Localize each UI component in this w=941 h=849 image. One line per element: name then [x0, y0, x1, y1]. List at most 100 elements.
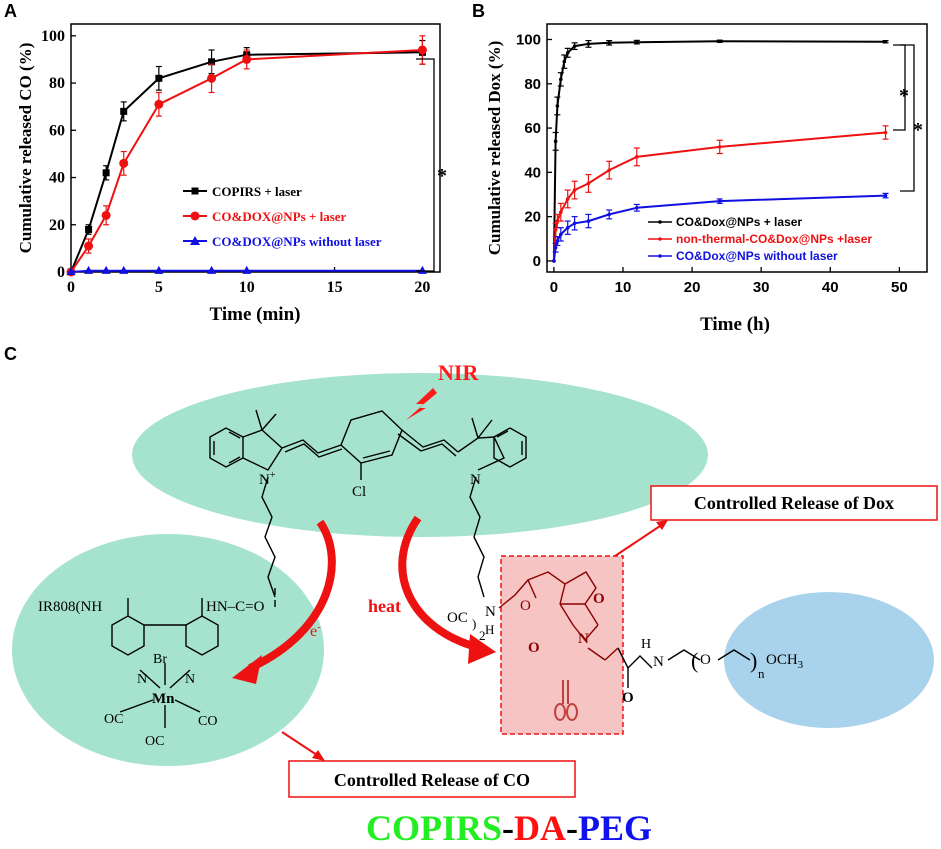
chart-b-significance-star-upper: *: [899, 85, 909, 107]
chart-b-x-tick-label: 10: [615, 279, 632, 296]
chart-a-point: [155, 74, 163, 82]
linker-n: N: [485, 604, 496, 620]
pyridine-n-right: N: [185, 672, 195, 687]
chart-b-point: [552, 259, 556, 263]
chart-b-point: [553, 245, 558, 250]
cyanine-n-right: N: [470, 472, 481, 488]
chart-b-point: [717, 145, 722, 149]
chart-b-significance-star-lower: *: [913, 119, 923, 141]
chart-b-series: [552, 39, 889, 263]
chart-a-point: [154, 99, 164, 109]
heat-arrowhead-icon: [468, 634, 496, 664]
chart-b-point: [717, 199, 722, 203]
chart-a-point: [102, 169, 110, 177]
chart-b-point: [555, 104, 560, 108]
chart-b-ylabel: Cumulative released Dox (%): [485, 41, 504, 256]
chart-b-point: [565, 225, 570, 230]
chart-b-point: [565, 197, 570, 201]
chart-b-legend-item-2: CO&Dox@NPs without laser: [648, 249, 838, 263]
pyridine-n-left: N: [137, 672, 147, 687]
chart-a-y-tick-label: 100: [41, 28, 65, 45]
panel-label-a: A: [4, 1, 17, 21]
chart-b-frame: [546, 23, 928, 273]
peg-n-subscript: n: [758, 666, 765, 681]
chart-a-point: [84, 265, 94, 274]
bridge-oxygen: O: [520, 598, 531, 614]
electron-arrowhead-icon: [232, 655, 262, 684]
carbonyl-right: CO: [198, 714, 217, 729]
mn-label: Mn: [152, 691, 175, 707]
carbonyl-left: OC: [104, 712, 123, 727]
oc-linker-label: OC: [447, 610, 468, 626]
chart-a-point: [119, 158, 129, 168]
scheme-panel-c: C NIR: [4, 344, 938, 848]
chart-b-point: [562, 59, 567, 64]
chart-a-point: [417, 45, 427, 55]
peg-structure: [617, 647, 751, 688]
chart-b-point: [555, 239, 560, 243]
methoxy-label: OCH3: [766, 652, 804, 671]
chart-b-point: [635, 155, 639, 159]
chart-a-ticks: 0 5 10 15 20 0 20 40 60 80 100: [41, 28, 430, 296]
chart-a-x-tick-label: 0: [67, 279, 75, 296]
imide-oxygen-top: O: [593, 591, 605, 607]
chart-b-point: [586, 219, 591, 223]
chart-b-point: [883, 193, 888, 198]
chart-b-point: [572, 221, 577, 226]
chart-a-series-line-1: [70, 49, 423, 273]
chart-a-point: [66, 267, 76, 275]
chart-panel-b: B 0 10 20 30 40 50 0 20 40 60 80 100 Time (h) Cumul…: [472, 1, 928, 335]
chart-panel-a: A 0 5 10 15 20 0 20 40 60 80 100 Time (min) Cumula…: [4, 1, 447, 325]
legend-circle-marker: [190, 211, 200, 221]
peg-ellipse: [724, 592, 934, 728]
chart-b-point: [635, 40, 639, 44]
nir-label: NIR: [438, 360, 479, 385]
chart-a-y-tick-label: 60: [49, 122, 65, 139]
controlled-release-dox-label: Controlled Release of Dox: [694, 493, 894, 513]
controlled-release-dox-box: [650, 485, 938, 521]
carbonyl-bottom: OC: [145, 734, 164, 749]
chart-b-x-tick-label: 20: [684, 279, 701, 296]
legend-square-marker: [191, 187, 199, 195]
chart-b-y-tick-label: 100: [516, 32, 541, 49]
panel-label-c: C: [4, 344, 17, 364]
chart-a-y-tick-label: 20: [49, 217, 65, 234]
chart-a-y-tick-label: 0: [57, 264, 65, 281]
chart-a-point: [120, 107, 128, 115]
chart-b-y-tick-label: 60: [524, 120, 541, 137]
chart-b-point: [635, 205, 639, 210]
chart-b-x-tick-label: 0: [550, 279, 558, 296]
chart-b-point: [586, 42, 591, 46]
chart-b-point: [553, 139, 558, 144]
chart-b-x-tick-label: 50: [891, 279, 908, 296]
heat-arrow: [398, 515, 481, 652]
chart-a-legend-label-0: COPIRS + laser: [212, 184, 302, 199]
chart-a-point: [101, 210, 111, 220]
chart-a-significance-bracket: [416, 58, 435, 272]
oc-linker-paren: ): [472, 616, 476, 631]
chart-a-legend: COPIRS + laser CO&DOX@NPs + laser CO&DOX…: [183, 184, 382, 249]
chart-a-point: [417, 265, 427, 274]
br-label: Br: [153, 652, 167, 667]
dox-release-arrow: [614, 523, 664, 557]
scheme-title: COPIRS-DA-PEG: [366, 808, 652, 848]
cyanine-structure: [209, 409, 527, 607]
chart-a-point: [208, 58, 216, 66]
chart-a-point: [101, 265, 111, 274]
chart-b-point: [559, 232, 563, 237]
controlled-release-co-label: Controlled Release of CO: [334, 770, 530, 790]
chart-b-point: [572, 44, 577, 48]
chart-b-legend-label-1: non-thermal-CO&Dox@NPs +laser: [676, 232, 872, 246]
chart-a-point: [207, 73, 217, 83]
chart-b-point: [572, 188, 577, 192]
electron-label: e-: [310, 621, 321, 640]
chart-a-ylabel: Cumulative released CO (%): [16, 43, 35, 254]
chart-b-significance-bracket-upper: [893, 44, 906, 131]
chart-b-y-tick-label: 20: [524, 209, 541, 226]
imide-nitrogen: N: [578, 631, 589, 647]
scissors-icon: [554, 680, 578, 721]
diels-alder-structure: [498, 571, 619, 661]
chart-a-point: [85, 225, 93, 233]
chart-b-legend-label-2: CO&Dox@NPs without laser: [676, 249, 838, 263]
